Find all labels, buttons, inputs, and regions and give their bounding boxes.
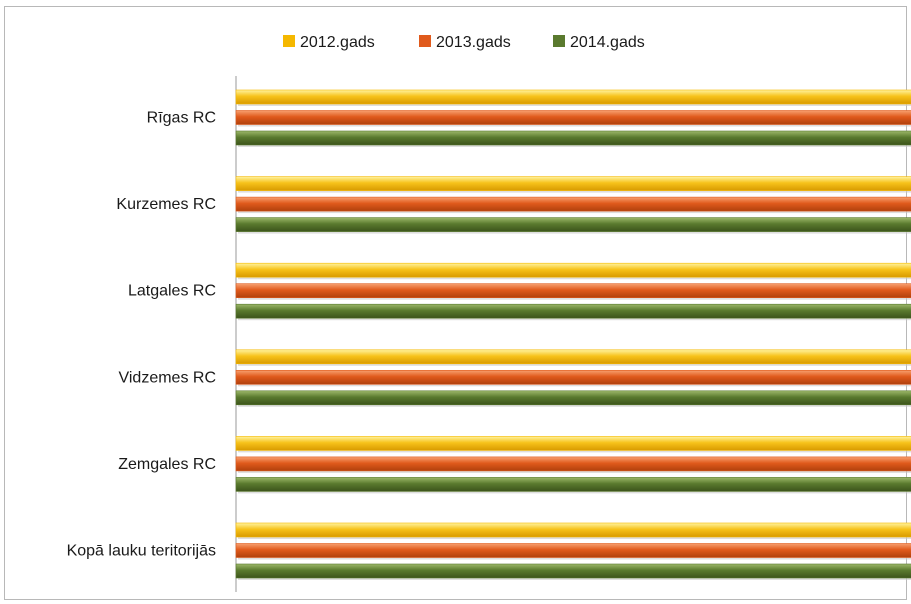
bar-3 bbox=[235, 303, 911, 319]
legend: 2012.gads 2013.gads 2014.gads bbox=[283, 34, 645, 51]
bar-1 bbox=[235, 522, 911, 538]
legend-label-3: 2014.gads bbox=[570, 34, 645, 51]
bar-3 bbox=[235, 390, 911, 406]
bar-2 bbox=[235, 283, 911, 299]
category-label: Rīgas RC bbox=[147, 110, 216, 127]
legend-label-2: 2013.gads bbox=[436, 34, 511, 51]
category-label: Latgales RC bbox=[128, 283, 216, 300]
category-label: Kurzemes RC bbox=[116, 196, 216, 213]
bar-1 bbox=[235, 89, 911, 105]
legend-swatch-1 bbox=[283, 35, 295, 47]
bar-1 bbox=[235, 176, 911, 191]
bar-3 bbox=[235, 563, 911, 579]
category-label: Vidzemes RC bbox=[118, 369, 216, 386]
bar-2 bbox=[235, 543, 911, 558]
bar-1 bbox=[235, 262, 911, 278]
bar-1 bbox=[235, 436, 911, 451]
bar-2 bbox=[235, 456, 911, 472]
bar-3 bbox=[235, 477, 911, 492]
bar-2 bbox=[235, 110, 911, 125]
bar-1 bbox=[235, 349, 911, 365]
bar-2 bbox=[235, 369, 911, 385]
category-label: Zemgales RC bbox=[118, 456, 216, 473]
legend-label-1: 2012.gads bbox=[300, 34, 375, 51]
bar-3 bbox=[235, 130, 911, 146]
legend-swatch-2 bbox=[419, 35, 431, 47]
category-label: Kopā lauku teritorijās bbox=[67, 543, 216, 560]
bar-2 bbox=[235, 196, 911, 212]
bars bbox=[235, 89, 911, 580]
legend-swatch-3 bbox=[553, 35, 565, 47]
bar-3 bbox=[235, 217, 911, 232]
category-labels: Rīgas RC Kurzemes RC Latgales RC Vidzemes R… bbox=[67, 110, 216, 560]
